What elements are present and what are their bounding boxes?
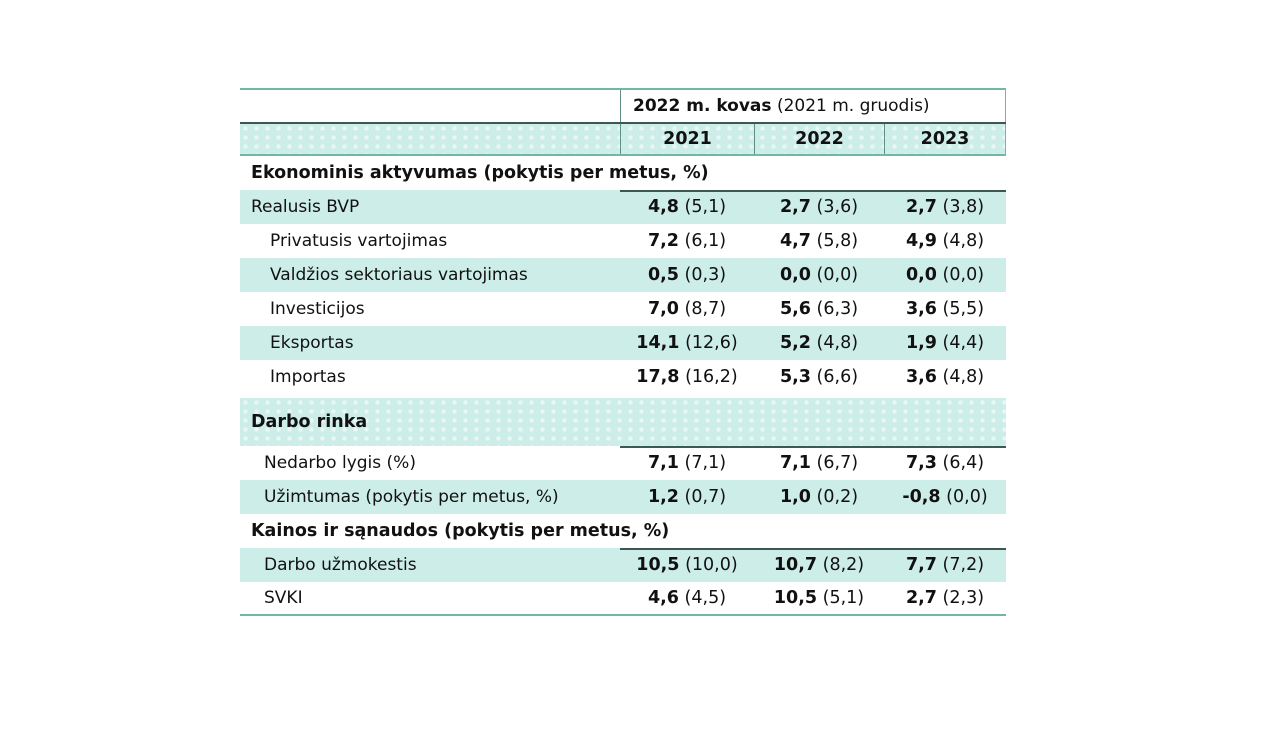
- section-title: Ekonominis aktyvumas (pokytis per metus,…: [251, 163, 709, 183]
- table-row: Importas 17,8 (16,2) 5,3 (6,6) 3,6 (4,8): [240, 360, 1006, 394]
- section-title: Darbo rinka: [240, 398, 1006, 446]
- table-row: Eksportas 14,1 (12,6) 5,2 (4,8) 1,9 (4,4…: [240, 326, 1006, 360]
- value-cell: 7,3 (6,4): [905, 453, 985, 473]
- period-current: 2022 m. kovas: [633, 96, 772, 116]
- table-row: SVKI 4,6 (4,5) 10,5 (5,1) 2,7 (2,3): [240, 582, 1006, 616]
- value-cell: 0,5 (0,3): [647, 265, 727, 285]
- row-label: Valdžios sektoriaus vartojimas: [270, 265, 528, 285]
- value-cell: 2,7 (3,6): [779, 197, 859, 217]
- row-label: Darbo užmokestis: [264, 555, 417, 575]
- value-cell: 17,8 (16,2): [636, 367, 738, 387]
- row-label: Investicijos: [270, 299, 365, 319]
- value-cell: 7,1 (7,1): [647, 453, 727, 473]
- value-cell: 3,6 (4,8): [905, 367, 985, 387]
- value-cell: 7,0 (8,7): [647, 299, 727, 319]
- value-cell: 10,5 (5,1): [773, 588, 865, 608]
- table-row: Užimtumas (pokytis per metus, %) 1,2 (0,…: [240, 480, 1006, 514]
- row-label: Realusis BVP: [251, 197, 360, 217]
- table-row: Nedarbo lygis (%) 7,1 (7,1) 7,1 (6,7) 7,…: [240, 446, 1006, 480]
- row-label: Importas: [270, 367, 346, 387]
- period-previous: (2021 m. gruodis): [776, 96, 930, 116]
- value-cell: 4,6 (4,5): [647, 588, 727, 608]
- row-label: Užimtumas (pokytis per metus, %): [264, 487, 559, 507]
- section-title: Kainos ir sąnaudos (pokytis per metus, %…: [251, 521, 670, 541]
- value-cell: 10,5 (10,0): [636, 555, 738, 575]
- value-cell: 14,1 (12,6): [636, 333, 738, 353]
- value-cell: 1,0 (0,2): [779, 487, 859, 507]
- value-cell: 10,7 (8,2): [773, 555, 865, 575]
- value-cell: 2,7 (2,3): [905, 588, 985, 608]
- year-header: 2022: [754, 124, 884, 154]
- value-cell: -0,8 (0,0): [902, 487, 988, 507]
- row-label: Privatusis vartojimas: [270, 231, 448, 251]
- year-header: 2021: [620, 124, 754, 154]
- year-header: 2023: [884, 124, 1006, 154]
- forecast-table: 2022 m. kovas (2021 m. gruodis) 2021 202…: [240, 88, 1006, 616]
- value-cell: 0,0 (0,0): [905, 265, 985, 285]
- row-label: Eksportas: [270, 333, 354, 353]
- value-cell: 1,9 (4,4): [905, 333, 985, 353]
- period-title: 2022 m. kovas (2021 m. gruodis): [620, 90, 1006, 122]
- value-cell: 3,6 (5,5): [905, 299, 985, 319]
- table-row: Privatusis vartojimas 7,2 (6,1) 4,7 (5,8…: [240, 224, 1006, 258]
- value-cell: 5,6 (6,3): [779, 299, 859, 319]
- row-label: Nedarbo lygis (%): [264, 453, 416, 473]
- header-period-row: 2022 m. kovas (2021 m. gruodis): [240, 88, 1006, 122]
- value-cell: 1,2 (0,7): [647, 487, 727, 507]
- value-cell: 7,1 (6,7): [779, 453, 859, 473]
- value-cell: 7,2 (6,1): [647, 231, 727, 251]
- table-row: Realusis BVP 4,8 (5,1) 2,7 (3,6) 2,7 (3,…: [240, 190, 1006, 224]
- table-row: Valdžios sektoriaus vartojimas 0,5 (0,3)…: [240, 258, 1006, 292]
- value-cell: 2,7 (3,8): [905, 197, 985, 217]
- value-cell: 4,8 (5,1): [647, 197, 727, 217]
- value-cell: 4,9 (4,8): [905, 231, 985, 251]
- value-cell: 4,7 (5,8): [779, 231, 859, 251]
- header-years-row: 2021 2022 2023: [240, 122, 1006, 156]
- table-row: Investicijos 7,0 (8,7) 5,6 (6,3) 3,6 (5,…: [240, 292, 1006, 326]
- value-cell: 5,3 (6,6): [779, 367, 859, 387]
- table-row: Darbo užmokestis 10,5 (10,0) 10,7 (8,2) …: [240, 548, 1006, 582]
- row-label: SVKI: [264, 588, 303, 608]
- value-cell: 0,0 (0,0): [779, 265, 859, 285]
- value-cell: 7,7 (7,2): [905, 555, 985, 575]
- value-cell: 5,2 (4,8): [779, 333, 859, 353]
